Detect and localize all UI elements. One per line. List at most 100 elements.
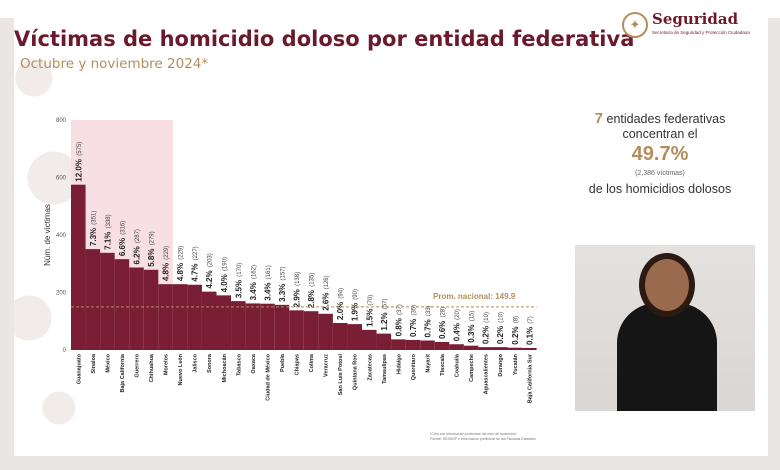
category-label: Tlaxcala [440, 353, 446, 376]
bar-count-label: (20) [455, 309, 461, 320]
bar-percent-label: 4.8% [176, 263, 185, 281]
bar-percent-label: 7.3% [89, 228, 98, 246]
bar [216, 295, 232, 350]
bar-percent-label: 2.6% [322, 293, 331, 311]
bar-percent-label: 1.9% [351, 303, 360, 321]
bar-count-label: (338) [106, 214, 112, 228]
bar-count-label: (287) [135, 229, 141, 243]
bar-count-label: (57) [382, 299, 388, 310]
bar [231, 301, 246, 350]
bar-percent-label: 2.9% [293, 289, 302, 307]
bar-percent-label: 2.0% [336, 302, 345, 320]
category-label: Nuevo León [178, 353, 184, 385]
summary-percent: 49.7% [631, 143, 689, 165]
summary-count: 7 [594, 110, 604, 127]
category-label: Nayarit [425, 354, 431, 373]
bar-count-label: (33) [426, 305, 432, 316]
bar [303, 311, 319, 350]
bar-percent-label: 5.8% [147, 249, 156, 267]
bar-percent-label: 0.2% [496, 326, 505, 344]
bar-percent-label: 4.0% [220, 274, 229, 292]
logo: ✦ Seguridad Secretaría de Seguridad y Pr… [622, 10, 752, 42]
category-label: San Luis Potosí [338, 354, 344, 396]
page-title: Víctimas de homicidio doloso por entidad… [14, 27, 635, 51]
bar [85, 249, 101, 350]
interpreter-head [645, 259, 689, 311]
category-label: Oaxaca [251, 353, 257, 374]
bar-percent-label: 0.7% [409, 319, 418, 337]
bar-count-label: (10) [499, 312, 505, 323]
category-label: Sonora [207, 353, 213, 373]
bar [449, 344, 464, 350]
category-label: Tamaulipas [382, 354, 388, 384]
bar-percent-label: 0.3% [467, 324, 476, 342]
bar-count-label: (161) [266, 265, 272, 279]
category-label: Chihuahua [149, 353, 155, 382]
category-label: Guerrero [134, 353, 140, 377]
category-label: Tabasco [236, 353, 242, 376]
bar [507, 347, 523, 350]
category-label: Baja California Sur [527, 353, 533, 403]
bar-count-label: (94) [339, 288, 345, 299]
bar-count-label: (575) [77, 142, 83, 156]
top-bar [0, 0, 780, 18]
bar-count-label: (316) [120, 221, 126, 235]
bar [376, 333, 392, 350]
category-label: Colima [309, 353, 315, 372]
bar [245, 303, 261, 350]
eagle-seal-icon: ✦ [622, 12, 648, 38]
bar [463, 345, 479, 350]
bar [201, 291, 217, 350]
bar-count-label: (8) [513, 316, 519, 323]
bar-count-label: (7) [528, 316, 534, 323]
bar [143, 269, 159, 350]
page-subtitle: Octubre y noviembre 2024* [20, 56, 209, 72]
bar-count-label: (135) [310, 273, 316, 287]
bar [434, 341, 450, 350]
bar-percent-label: 3.4% [249, 282, 258, 300]
category-label: Veracruz [324, 354, 330, 377]
bar [492, 347, 508, 350]
bar-count-label: (190) [222, 257, 228, 271]
bar-percent-label: 4.8% [162, 263, 171, 281]
category-label: México [105, 353, 111, 372]
y-tick-label: 200 [56, 291, 67, 297]
bar [158, 284, 173, 350]
category-label: Sinaloa [91, 353, 97, 374]
bar-count-label: (90) [353, 289, 359, 300]
footnote-2: Fuente: SESNSP e información preliminar … [430, 437, 536, 441]
bar-percent-label: 2.8% [307, 290, 316, 308]
summary-line-1-text: entidades federativas [603, 112, 726, 126]
bar [187, 284, 202, 350]
bar-percent-label: 0.2% [511, 326, 520, 344]
category-label: Coahuila [455, 353, 461, 377]
bar-count-label: (157) [280, 266, 286, 280]
y-tick-label: 0 [63, 348, 67, 354]
summary-line-1: 7 entidades federativas [585, 110, 735, 127]
bar-count-label: (70) [368, 295, 374, 306]
category-label: Michoacán [222, 353, 228, 382]
summary-victims: (2,386 víctimas) [635, 170, 685, 177]
interpreter-body [617, 303, 717, 411]
category-label: Jalisco [193, 353, 199, 372]
bar [332, 322, 348, 350]
bar-count-label: (37) [397, 304, 403, 315]
bar-percent-label: 3.4% [263, 282, 272, 300]
category-label: Querétaro [411, 353, 417, 380]
bar-percent-label: 0.6% [438, 321, 447, 339]
bar [114, 259, 130, 350]
bar-percent-label: 12.0% [74, 159, 83, 182]
bar-percent-label: 1.2% [380, 312, 389, 330]
bar [405, 339, 421, 350]
bar-percent-label: 0.1% [525, 327, 534, 345]
bar-percent-label: 1.5% [365, 309, 374, 327]
bar-count-label: (229) [179, 246, 185, 260]
summary-line-3: de los homicidios dolosos [588, 182, 732, 196]
bar [71, 184, 86, 350]
footnote-1: *Cifra con información preliminar del me… [430, 432, 517, 436]
interpreter-video [575, 245, 755, 411]
bar [129, 267, 144, 350]
category-label: Morelos [164, 354, 170, 375]
y-axis-label: Núm. de víctimas [43, 204, 52, 266]
